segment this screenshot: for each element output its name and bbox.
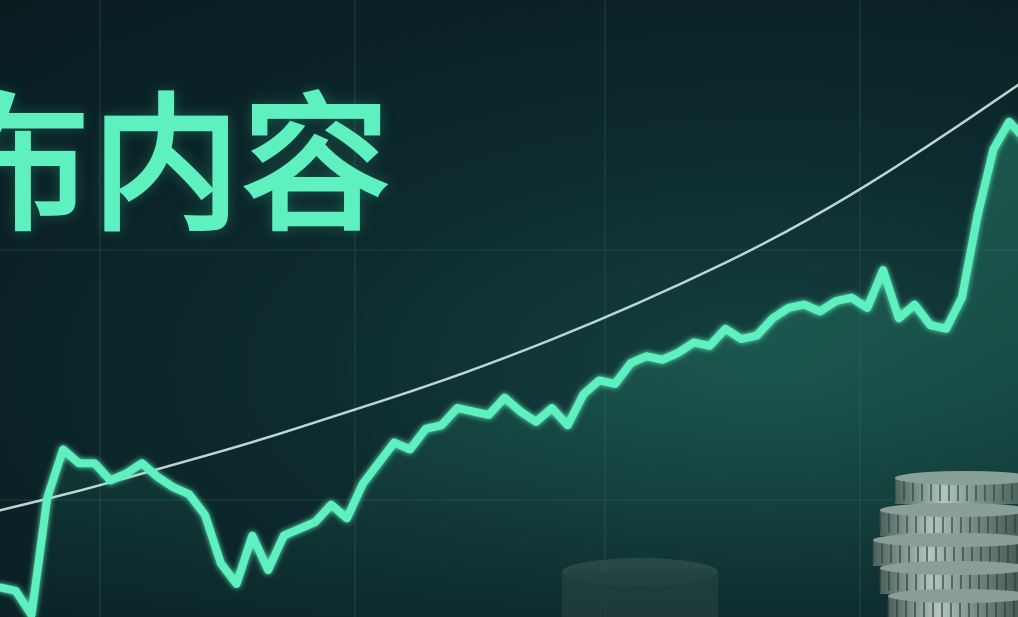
chart-area-fill — [0, 121, 1018, 617]
price-line — [0, 117, 1018, 617]
headline-text: 布内容 — [0, 80, 392, 252]
